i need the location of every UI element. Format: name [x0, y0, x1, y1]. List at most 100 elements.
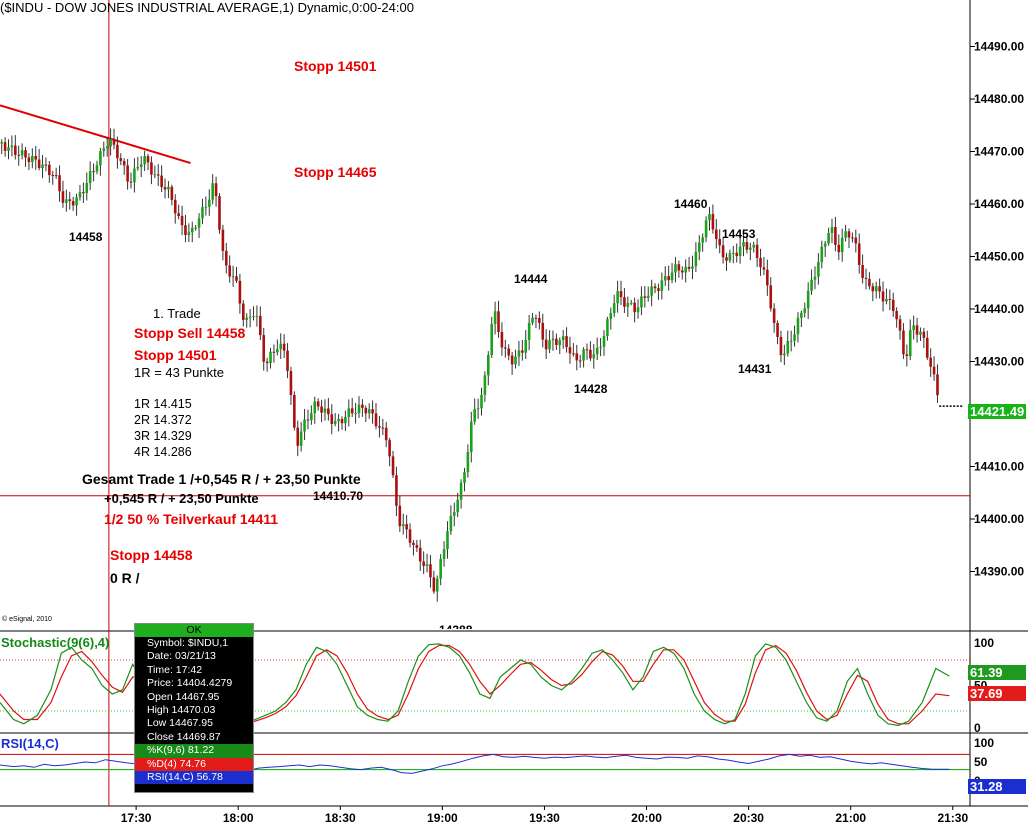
candle-body [211, 183, 214, 200]
candle-body [595, 347, 599, 355]
y-tick-label: 14480.00 [974, 92, 1024, 106]
candle-body [224, 250, 228, 266]
candle-body [585, 349, 589, 351]
candle-body [289, 371, 293, 395]
candle-body [323, 408, 327, 413]
candle-body [749, 247, 752, 250]
candle-body [279, 343, 283, 350]
candle-body [395, 475, 398, 506]
y-tick-label: 14450.00 [974, 250, 1024, 264]
candle-body [112, 138, 116, 145]
dw-d: %D(4) 74.76 [135, 757, 253, 771]
candle-body [490, 324, 494, 356]
data-window[interactable]: OK Symbol: $INDU,1 Date: 03/21/13 Time: … [134, 623, 254, 793]
candle-body [439, 558, 442, 579]
candle-body [895, 310, 898, 320]
candle-body [817, 261, 820, 277]
data-window-ok-button[interactable]: OK [135, 624, 253, 637]
candle-body [820, 246, 824, 262]
candle-body [766, 269, 769, 286]
candle-body [762, 267, 766, 270]
candle-body [871, 286, 875, 292]
candle-body [510, 355, 514, 365]
candle-body [68, 199, 72, 202]
x-tick-label: 20:30 [733, 811, 764, 825]
gesamt-sub-label: +0,545 R / + 23,50 Punkte [104, 491, 259, 506]
candle-body [902, 330, 905, 355]
candle-body [126, 165, 129, 182]
r2-label: 2R 14.372 [134, 413, 192, 427]
dw-symbol: Symbol: $INDU,1 [147, 637, 229, 649]
candle-body [272, 351, 276, 353]
candle-body [487, 355, 490, 376]
candle-body [524, 340, 528, 353]
stochastic-title: Stochastic(9(6),4) [1, 635, 110, 650]
candle-body [85, 182, 89, 194]
candle-body [721, 245, 725, 258]
candle-body [701, 237, 704, 243]
candle-body [48, 164, 51, 176]
candle-body [861, 265, 864, 278]
y-tick-label: 14390.00 [974, 565, 1024, 579]
candle-body [480, 394, 483, 409]
dw-time: Time: 17:42 [147, 663, 203, 676]
candle-body [806, 290, 810, 309]
candle-body [653, 286, 657, 289]
candle-body [412, 542, 415, 546]
candle-body [17, 154, 21, 156]
candle-body [238, 280, 242, 304]
candle-body [75, 197, 78, 206]
candle-body [514, 356, 517, 365]
candle-body [728, 253, 732, 261]
candle-body [180, 216, 184, 226]
candle-body [544, 339, 548, 350]
candle-body [269, 351, 272, 364]
candle-body [851, 237, 854, 239]
candle-body [704, 220, 708, 238]
candle-body [330, 414, 334, 424]
candle-body [561, 336, 565, 341]
candle-body [452, 512, 456, 516]
candle-body [864, 277, 868, 279]
rsi-badge: 31.28 [968, 779, 1026, 794]
candle-body [136, 167, 140, 169]
candle-body [697, 242, 701, 252]
candle-body [793, 334, 796, 341]
trend-line [0, 104, 191, 165]
candle-body [231, 276, 235, 278]
candle-body [313, 401, 317, 414]
candle-body [538, 318, 541, 323]
teilverkauf-label: 1/2 50 % Teilverkauf 14411 [104, 511, 279, 527]
candle-body [616, 291, 619, 304]
candle-body [184, 225, 187, 235]
candle-body [214, 183, 218, 197]
candle-body [912, 325, 915, 330]
candle-body [606, 319, 609, 337]
candle-body [936, 374, 939, 396]
candle-body [834, 227, 837, 245]
candle-body [711, 214, 715, 230]
candle-body [708, 214, 711, 221]
candle-body [714, 229, 718, 240]
candle-body [670, 272, 674, 281]
stopp-label-4: Stopp 14458 [110, 547, 193, 563]
candle-body [116, 144, 119, 159]
stopp-label-1: Stopp 14501 [294, 58, 377, 74]
candle-body [684, 266, 687, 273]
candle-body [303, 419, 306, 432]
candle-body [252, 316, 255, 318]
candle-body [337, 419, 340, 422]
candle-body [299, 431, 303, 446]
stoch-scale-label: 100 [974, 636, 994, 650]
candle-body [783, 353, 786, 356]
candle-body [735, 252, 739, 256]
candle-body [548, 340, 551, 350]
candle-body [340, 419, 344, 424]
copyright-label: © eSignal, 2010 [2, 616, 52, 623]
chart-title: ($INDU - DOW JONES INDUSTRIAL AVERAGE,1)… [0, 0, 414, 15]
candle-body [432, 577, 436, 592]
candle-body [105, 146, 109, 149]
last-price-badge: 14421.49 [968, 404, 1026, 419]
candle-body [170, 186, 174, 200]
candle-body [565, 336, 568, 348]
